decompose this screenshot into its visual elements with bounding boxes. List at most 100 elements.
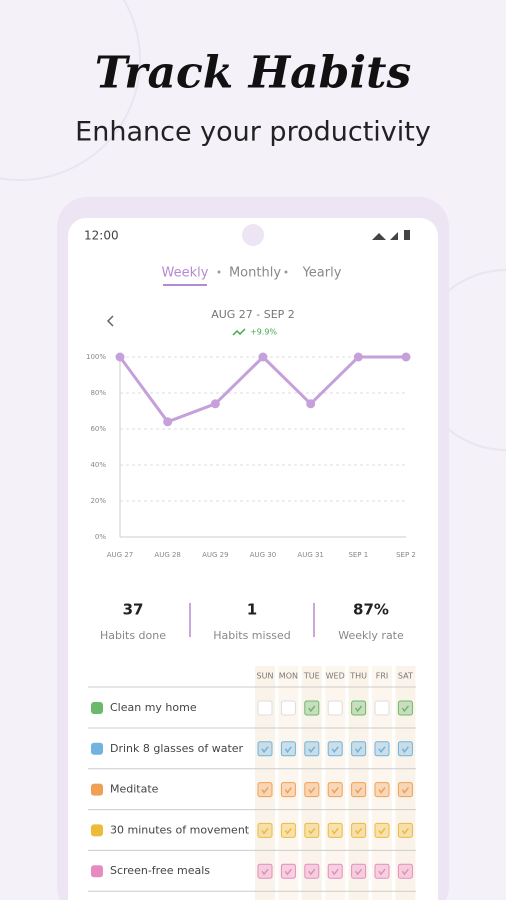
check-mark bbox=[331, 787, 339, 794]
check-cell[interactable] bbox=[304, 782, 320, 798]
battery bbox=[404, 230, 410, 240]
check-mark bbox=[261, 827, 269, 835]
check-cell[interactable] bbox=[397, 863, 413, 879]
tab[interactable]: Weekly bbox=[162, 266, 209, 281]
day-label: TUE bbox=[303, 672, 320, 681]
day-label: MON bbox=[279, 672, 298, 681]
stat-value: 1 bbox=[247, 601, 257, 619]
check-cell[interactable] bbox=[351, 782, 367, 798]
check-cell[interactable] bbox=[327, 822, 343, 838]
habit-icon bbox=[91, 783, 103, 796]
point bbox=[115, 352, 125, 362]
y-tick-label: 100% bbox=[86, 353, 106, 361]
point bbox=[163, 417, 173, 427]
check-cell[interactable] bbox=[280, 700, 296, 716]
check-cell[interactable] bbox=[257, 741, 273, 757]
check-mark bbox=[308, 787, 316, 794]
check-mark bbox=[261, 868, 269, 876]
check-cell[interactable] bbox=[397, 822, 413, 838]
check-mark bbox=[354, 868, 363, 876]
stat-value: 37 bbox=[123, 601, 144, 619]
habit-name: Screen-free meals bbox=[110, 864, 210, 877]
check-cell[interactable] bbox=[351, 741, 367, 757]
y-tick-label: 80% bbox=[90, 389, 106, 397]
tab-separator bbox=[217, 270, 221, 274]
check-mark bbox=[401, 705, 409, 713]
trend-icon bbox=[232, 328, 246, 336]
check-cell[interactable] bbox=[304, 700, 320, 716]
check-cell[interactable] bbox=[304, 741, 320, 757]
check-cell[interactable] bbox=[374, 741, 390, 757]
check-cell[interactable] bbox=[280, 863, 296, 879]
check-cell[interactable] bbox=[327, 700, 343, 716]
check-cell[interactable] bbox=[374, 822, 390, 838]
tab[interactable]: Monthly bbox=[229, 266, 281, 281]
check-cell[interactable] bbox=[327, 782, 343, 798]
check-cell[interactable] bbox=[257, 700, 273, 716]
check-mark bbox=[308, 868, 316, 876]
check-cell[interactable] bbox=[374, 700, 390, 716]
habit-icon bbox=[91, 742, 103, 755]
check-mark bbox=[378, 787, 386, 794]
habit-name: 30 minutes of movement bbox=[110, 823, 250, 836]
stat-label: Habits missed bbox=[213, 629, 291, 642]
y-tick-label: 20% bbox=[90, 497, 106, 505]
check-cell[interactable] bbox=[280, 741, 296, 757]
check-mark bbox=[354, 705, 363, 713]
check-mark bbox=[354, 746, 363, 754]
tab[interactable]: Yearly bbox=[302, 266, 342, 281]
check-mark bbox=[284, 827, 292, 835]
habit-name: Meditate bbox=[110, 783, 159, 796]
check-cell[interactable] bbox=[397, 782, 413, 798]
check-cell[interactable] bbox=[351, 863, 367, 879]
day-label: WED bbox=[326, 672, 345, 681]
check-cell[interactable] bbox=[257, 822, 273, 838]
x-tick-label: SEP 2 bbox=[396, 551, 416, 559]
check-mark bbox=[401, 787, 409, 794]
check-mark bbox=[354, 827, 363, 835]
day-label: SAT bbox=[398, 672, 413, 681]
check-cell[interactable] bbox=[257, 863, 273, 879]
y-tick-label: 0% bbox=[95, 533, 106, 541]
check-cell[interactable] bbox=[397, 741, 413, 757]
check-cell[interactable] bbox=[280, 822, 296, 838]
day-label: FRI bbox=[376, 672, 389, 681]
tab-separator bbox=[284, 270, 288, 274]
check-mark bbox=[308, 746, 316, 754]
title: Track Habits bbox=[95, 48, 412, 99]
check-cell[interactable] bbox=[397, 700, 413, 716]
check-mark bbox=[354, 787, 363, 794]
check-mark bbox=[261, 746, 269, 754]
check-mark bbox=[308, 827, 316, 835]
habit-name: Drink 8 glasses of water bbox=[110, 742, 244, 755]
check-cell[interactable] bbox=[327, 863, 343, 879]
check-cell[interactable] bbox=[304, 822, 320, 838]
status-icons bbox=[372, 232, 398, 240]
stat-label: Weekly rate bbox=[338, 629, 404, 642]
check-cell[interactable] bbox=[327, 741, 343, 757]
check-cell[interactable] bbox=[351, 700, 367, 716]
x-tick-label: AUG 31 bbox=[297, 551, 323, 559]
check-cell[interactable] bbox=[351, 822, 367, 838]
habit-name: Clean my home bbox=[110, 701, 197, 714]
y-tick-label: 60% bbox=[90, 425, 106, 433]
check-cell[interactable] bbox=[304, 863, 320, 879]
habit-icon bbox=[91, 824, 103, 837]
check-cell[interactable] bbox=[374, 863, 390, 879]
chart-change: +9.9% bbox=[250, 328, 277, 337]
back-button[interactable] bbox=[106, 315, 114, 327]
check-mark bbox=[331, 827, 339, 835]
check-cell[interactable] bbox=[280, 782, 296, 798]
point bbox=[401, 352, 411, 362]
check-mark bbox=[284, 746, 292, 754]
check-mark bbox=[401, 827, 409, 835]
stat-value: 87% bbox=[353, 601, 389, 619]
point bbox=[210, 399, 220, 409]
x-tick-label: SEP 1 bbox=[348, 551, 368, 559]
decor bbox=[0, 0, 141, 181]
check-mark bbox=[284, 787, 292, 794]
point bbox=[353, 352, 363, 362]
check-cell[interactable] bbox=[257, 782, 273, 798]
check-cell[interactable] bbox=[374, 782, 390, 798]
